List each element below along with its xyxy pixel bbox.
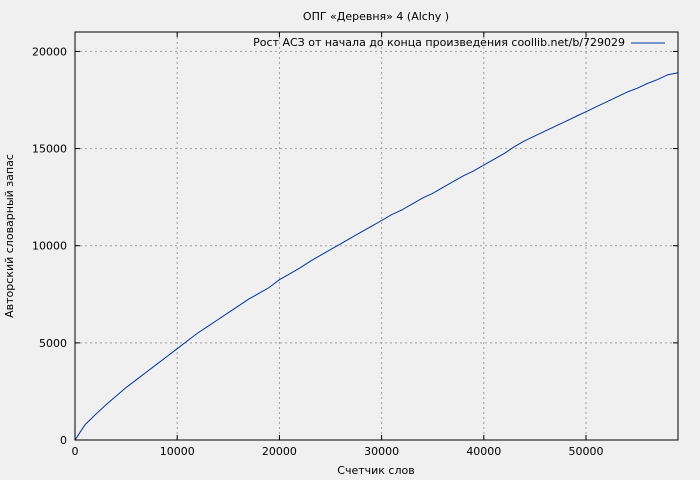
plot-background (75, 32, 678, 440)
x-tick-label: 20000 (262, 445, 297, 458)
y-tick-label: 10000 (32, 240, 67, 253)
legend: Рост АСЗ от начала до конца произведения… (253, 36, 665, 49)
chart-title: ОПГ «Деревня» 4 (Alchy ) (303, 10, 449, 23)
tick-layer (74, 32, 678, 441)
legend-label: Рост АСЗ от начала до конца произведения… (253, 36, 625, 49)
y-tick-label: 5000 (39, 337, 67, 350)
plot-frame (74, 31, 679, 441)
x-tick-label: 40000 (466, 445, 501, 458)
y-tick-label: 0 (60, 434, 67, 447)
x-tick-label: 50000 (569, 445, 604, 458)
y-axis-label: Авторский словарный запас (3, 154, 16, 318)
y-tick-label: 20000 (32, 45, 67, 58)
tick-label-layer: 0 10000 20000 30000 40000 50000 0 5000 10000 1500… (32, 45, 604, 458)
x-tick-label: 0 (72, 445, 79, 458)
x-tick-label: 10000 (160, 445, 195, 458)
series-line (74, 72, 679, 441)
series-layer (74, 72, 679, 441)
grid (75, 32, 678, 440)
y-tick-label: 15000 (32, 143, 67, 156)
x-tick-label: 30000 (364, 445, 399, 458)
x-axis-label: Счетчик слов (337, 464, 414, 477)
